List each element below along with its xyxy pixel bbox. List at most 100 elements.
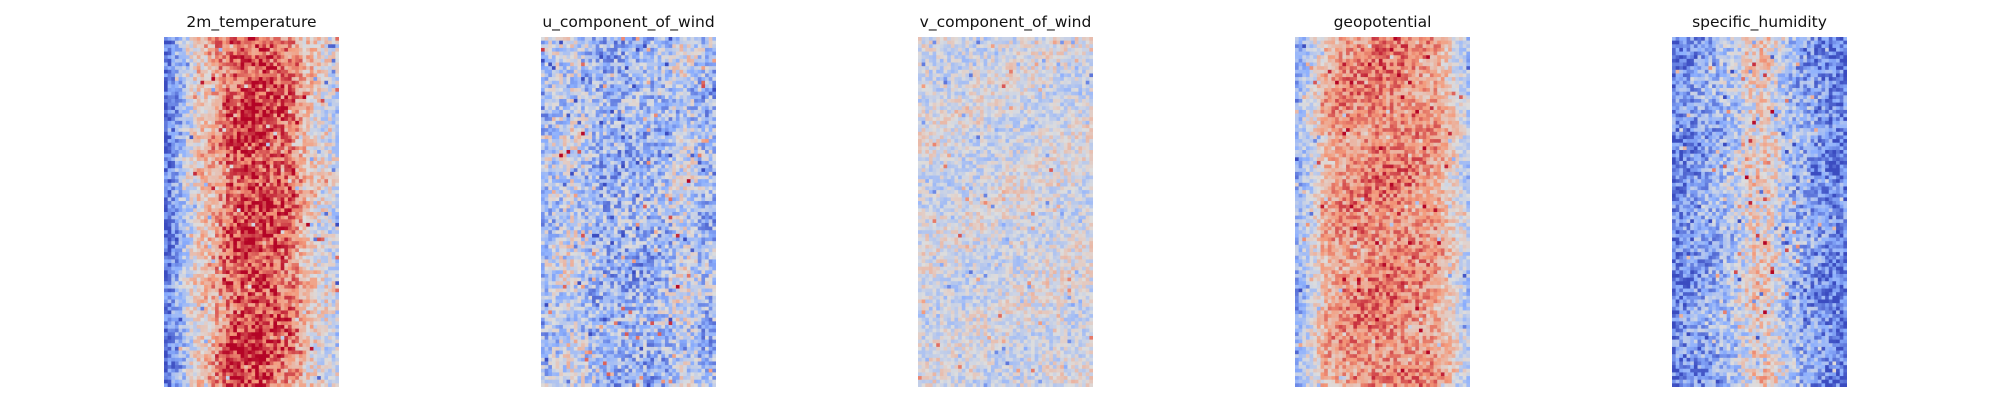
heatmap-cell	[185, 248, 190, 253]
heatmap-cell	[178, 321, 183, 326]
heatmap-cell	[298, 270, 303, 275]
heatmap-cell	[222, 102, 227, 107]
heatmap-cell	[273, 383, 278, 387]
heatmap-cell	[171, 201, 176, 206]
heatmap-cell	[258, 55, 263, 60]
heatmap-cell	[185, 343, 190, 348]
heatmap-cell	[302, 44, 307, 49]
heatmap-cell	[240, 124, 245, 129]
heatmap-cell	[255, 332, 260, 337]
heatmap-cell	[255, 379, 260, 384]
heatmap-cell	[171, 237, 176, 242]
heatmap-cell	[566, 51, 571, 56]
heatmap-cell	[236, 241, 241, 246]
heatmap-cell	[335, 321, 339, 326]
heatmap-cell	[222, 117, 227, 122]
heatmap-cell	[251, 150, 256, 155]
heatmap-cell	[233, 95, 238, 100]
heatmap-cell	[287, 73, 293, 78]
heatmap-row	[164, 346, 339, 351]
heatmap-cell	[218, 171, 223, 176]
heatmap-cell	[291, 40, 296, 45]
heatmap-cell	[164, 292, 169, 297]
heatmap-cell	[291, 212, 296, 217]
heatmap-cell	[262, 277, 267, 282]
heatmap-cell	[255, 109, 260, 114]
heatmap-cell	[233, 233, 238, 238]
heatmap-cell	[313, 51, 318, 56]
heatmap-cell	[273, 325, 278, 330]
heatmap-cell	[196, 193, 201, 198]
heatmap-cell	[164, 40, 169, 45]
heatmap-cell	[218, 84, 223, 89]
heatmap-cell	[324, 98, 329, 104]
heatmap-cell	[236, 51, 241, 56]
heatmap-cell	[233, 317, 238, 322]
heatmap-cell	[273, 244, 278, 249]
heatmap-cell	[204, 190, 209, 195]
heatmap-cell	[218, 88, 223, 93]
heatmap-cell	[200, 379, 205, 384]
heatmap-cell	[211, 44, 216, 49]
heatmap-cell	[182, 73, 187, 78]
heatmap-cell	[233, 153, 238, 158]
heatmap-cell	[295, 248, 300, 253]
heatmap-cell	[244, 160, 249, 166]
heatmap-cell	[287, 295, 293, 300]
heatmap-cell	[218, 325, 223, 330]
heatmap-cell	[215, 361, 220, 366]
heatmap-cell	[287, 325, 293, 330]
heatmap-cell	[309, 244, 314, 249]
heatmap-cell	[269, 317, 274, 322]
heatmap-cell	[164, 197, 169, 202]
heatmap-cell	[225, 120, 231, 125]
heatmap-cell	[266, 135, 271, 140]
heatmap-cell	[189, 343, 194, 348]
heatmap-cell	[222, 47, 227, 52]
heatmap-cell	[284, 314, 289, 319]
heatmap-cell	[189, 80, 194, 85]
heatmap-cell	[185, 135, 190, 140]
heatmap-cell	[295, 226, 300, 231]
heatmap-cell	[295, 37, 300, 42]
heatmap-cell	[287, 160, 293, 166]
heatmap-cell	[247, 244, 252, 249]
heatmap-cell	[686, 44, 691, 49]
heatmap-cell	[668, 40, 673, 45]
heatmap-cell	[222, 44, 227, 49]
heatmap-cell	[244, 252, 249, 257]
heatmap-cell	[200, 343, 205, 348]
heatmap-cell	[247, 321, 252, 326]
heatmap-cell	[167, 150, 172, 155]
heatmap-cell	[309, 47, 314, 52]
heatmap-cell	[189, 346, 194, 351]
heatmap-cell	[247, 179, 252, 184]
heatmap-cell	[313, 314, 318, 319]
heatmap-cell	[291, 150, 296, 155]
heatmap-cell	[218, 273, 223, 279]
heatmap-cell	[262, 197, 267, 202]
heatmap-cell	[185, 73, 190, 78]
heatmap-cell	[164, 193, 169, 198]
heatmap-cell	[266, 102, 271, 107]
heatmap-cell	[211, 106, 216, 111]
heatmap-cell	[255, 201, 260, 206]
heatmap-cell	[196, 241, 201, 246]
heatmap-cell	[178, 368, 183, 373]
heatmap-cell	[244, 135, 249, 140]
heatmap-cell	[302, 343, 307, 348]
heatmap-cell	[229, 270, 234, 275]
heatmap-cell	[222, 73, 227, 78]
heatmap-cell	[193, 98, 198, 104]
heatmap-cell	[196, 292, 201, 297]
heatmap-cell	[244, 193, 249, 198]
heatmap-cell	[335, 233, 339, 238]
heatmap-cell	[277, 335, 282, 341]
heatmap-cell	[196, 142, 201, 147]
heatmap-cell	[182, 69, 187, 74]
heatmap-row	[164, 164, 339, 169]
heatmap-cell	[324, 128, 329, 133]
heatmap-cell	[313, 37, 318, 42]
heatmap-cell	[182, 47, 187, 52]
heatmap-cell	[182, 295, 187, 300]
